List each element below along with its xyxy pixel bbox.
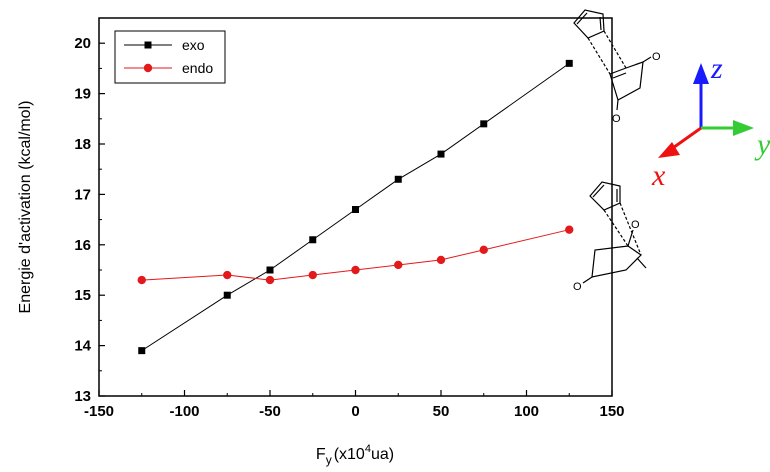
x-axis-label-superscript: 4 bbox=[365, 443, 371, 455]
x-axis-label: Fy (x104ua) bbox=[316, 443, 394, 467]
coordinate-axes bbox=[658, 63, 754, 158]
x-tick-label: -150 bbox=[84, 403, 114, 420]
endo-diene-double-bond bbox=[592, 184, 605, 198]
endo-carbonyl-1 bbox=[627, 229, 634, 247]
exo-dienophile-ring bbox=[609, 61, 644, 101]
x-axis-label-prefix: (x10 bbox=[334, 446, 365, 463]
data-point-endo bbox=[479, 245, 488, 255]
exo-carbonyl-1 bbox=[642, 56, 652, 63]
x-tick-label: -50 bbox=[259, 403, 281, 420]
endo-oxygen-1: O bbox=[631, 219, 640, 231]
x-tick-label: 50 bbox=[433, 403, 450, 420]
x-tick-label: 0 bbox=[351, 403, 359, 420]
exo-diene-double-bond-2 bbox=[599, 16, 602, 31]
legend-box bbox=[114, 30, 226, 84]
data-point-exo bbox=[394, 175, 402, 183]
y-axis-ticks: 13 14 15 16 17 18 19 20 bbox=[74, 35, 105, 405]
exo-diene-double-bond bbox=[576, 12, 588, 25]
y-tick-label: 16 bbox=[74, 237, 91, 254]
data-point-exo bbox=[309, 236, 317, 244]
data-point-exo bbox=[565, 59, 573, 67]
x-axis-label-suffix: ua) bbox=[371, 446, 394, 463]
y-axis-label: Energie d'activation (kcal/mol) bbox=[17, 101, 34, 314]
y-axis-letter: y bbox=[754, 128, 770, 161]
y-tick-label: 13 bbox=[74, 388, 91, 405]
data-point-endo bbox=[394, 260, 403, 270]
data-point-endo bbox=[565, 225, 574, 234]
y-tick-label: 19 bbox=[74, 86, 91, 103]
exo-dienophile-double-bond bbox=[612, 72, 627, 79]
exo-oxygen-1: O bbox=[652, 51, 661, 63]
x-tick-label: 100 bbox=[514, 403, 539, 420]
legend-endo-marker bbox=[143, 63, 153, 73]
endo-carbonyl-2 bbox=[582, 276, 593, 284]
y-tick-label: 20 bbox=[74, 35, 91, 52]
endo-dienophile-ring bbox=[591, 245, 642, 278]
data-point-endo bbox=[308, 270, 317, 280]
exo-diene-ring bbox=[573, 9, 605, 39]
data-point-exo bbox=[437, 150, 445, 158]
data-point-exo bbox=[223, 291, 231, 299]
endo-oxygen-2: O bbox=[573, 281, 582, 293]
endo-molecule-drawing bbox=[582, 181, 647, 284]
data-point-exo bbox=[480, 120, 488, 128]
data-point-endo bbox=[436, 255, 446, 265]
x-axis-label-base: F bbox=[316, 446, 326, 463]
data-point-endo bbox=[265, 275, 275, 285]
exo-carbonyl-2 bbox=[616, 99, 619, 111]
x-axis-arrow bbox=[669, 126, 702, 152]
data-point-endo bbox=[137, 275, 146, 285]
data-point-exo bbox=[266, 266, 274, 274]
y-tick-label: 14 bbox=[74, 338, 91, 355]
exo-oxygen-2: O bbox=[612, 113, 621, 125]
x-tick-label: 150 bbox=[599, 403, 624, 420]
endo-bond-forming-1 bbox=[603, 209, 629, 247]
y-tick-label: 17 bbox=[74, 186, 91, 203]
x-axis-label-subscript: y bbox=[326, 453, 332, 467]
data-point-exo bbox=[138, 347, 146, 355]
x-axis-ticks: -150 -100 -50 0 50 100 150 bbox=[84, 390, 625, 420]
legend-endo-label: endo bbox=[182, 60, 213, 76]
exo-bond-forming-2 bbox=[603, 30, 627, 69]
legend: exo endo bbox=[114, 30, 226, 84]
x-tick-label: -100 bbox=[169, 403, 199, 420]
data-point-endo bbox=[351, 265, 360, 275]
x-axis-letter: x bbox=[651, 159, 666, 192]
legend-exo-label: exo bbox=[182, 37, 205, 53]
endo-bond-forming-2 bbox=[619, 202, 642, 256]
data-point-exo bbox=[352, 206, 359, 214]
endo-dienophile-double-bond bbox=[636, 257, 647, 269]
z-axis-letter: z bbox=[710, 52, 723, 85]
data-point-endo bbox=[223, 270, 232, 280]
exo-bond-forming-1 bbox=[587, 37, 611, 75]
legend-exo-marker bbox=[144, 41, 152, 49]
x-axis-arrowhead bbox=[658, 142, 680, 158]
series-layer bbox=[137, 59, 574, 355]
y-axis-arrowhead bbox=[733, 120, 754, 136]
exo-molecule-drawing bbox=[573, 9, 652, 111]
y-tick-label: 18 bbox=[74, 136, 91, 153]
y-tick-label: 15 bbox=[74, 287, 91, 304]
z-axis-arrowhead bbox=[693, 63, 709, 84]
endo-diene-ring bbox=[589, 181, 621, 211]
